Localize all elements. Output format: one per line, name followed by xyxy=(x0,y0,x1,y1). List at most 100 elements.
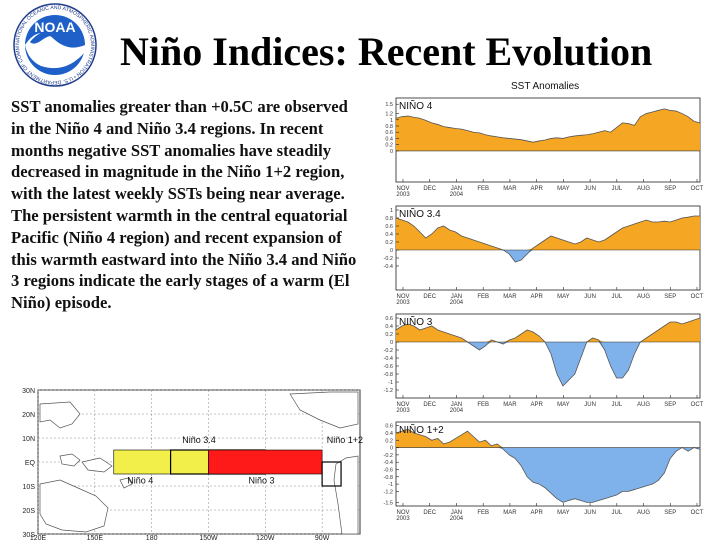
month-label: APR xyxy=(530,186,543,192)
month-label: AUG xyxy=(637,294,650,300)
month-label: JUL xyxy=(611,186,622,192)
map-landmasses xyxy=(39,391,359,535)
month-label: DEC xyxy=(423,510,436,516)
month-label: JUN xyxy=(584,294,596,300)
y-tick-label: -0.6 xyxy=(384,364,393,370)
panel-nio34: 1 0.8 0.6 0.4 0.2 0 -0.2 -0.4 NIÑO 3.4 NOV 2003 DEC… xyxy=(384,205,704,306)
logo-text: NOAA xyxy=(34,19,75,35)
month-label: FEB xyxy=(477,294,489,300)
y-tick-label: 0.8 xyxy=(385,124,393,130)
month-label: DEC xyxy=(423,402,436,408)
month-label: JUN xyxy=(584,510,596,516)
month-label: NOV 2003 xyxy=(396,402,410,414)
month-label: MAY xyxy=(557,402,570,408)
nino-regions-map: Niño 4 Niño 3.4 Niño 3 Niño 1+2 30N 20N 10N EQ… xyxy=(22,388,363,540)
y-tick-label: 0.6 xyxy=(385,316,393,322)
y-tick-label: 0.4 xyxy=(385,324,393,330)
region-label: Niño 4 xyxy=(127,476,153,486)
month-label: AUG xyxy=(637,186,650,192)
month-label: OCT xyxy=(691,186,704,192)
month-label: OCT xyxy=(691,294,704,300)
region-box-nio12 xyxy=(321,461,342,487)
month-label: SEP xyxy=(664,294,676,300)
lat-tick-label: 10N xyxy=(22,436,35,443)
y-tick-label: 0 xyxy=(390,248,393,254)
y-tick-label: -0.8 xyxy=(384,475,393,481)
y-tick-label: -1 xyxy=(388,482,393,488)
month-label: MAY xyxy=(557,186,570,192)
y-tick-label: 0.2 xyxy=(385,438,393,444)
month-label: MAR xyxy=(503,186,517,192)
y-tick-label: 0 xyxy=(390,340,393,346)
month-label: JUL xyxy=(611,294,622,300)
noaa-logo: NOAA NATIONAL OCEANIC AND ATMOSPHERIC AD… xyxy=(6,2,97,87)
month-label: MAY xyxy=(557,510,570,516)
month-label: JUL xyxy=(611,510,622,516)
month-label: OCT xyxy=(691,402,704,408)
lon-tick-label: 150W xyxy=(199,535,218,540)
y-tick-label: -1.5 xyxy=(384,500,393,506)
panel-nio3: 0.6 0.4 0.2 0 -0.2 -0.4 -0.6 -0.8 -1 -1.2 NIÑO 3 NO… xyxy=(384,313,704,414)
month-label: DEC xyxy=(423,186,436,192)
month-label: AUG xyxy=(637,402,650,408)
y-tick-label: -0.4 xyxy=(384,460,393,466)
lat-tick-label: 20N xyxy=(22,412,35,419)
region-label: Niño 3.4 xyxy=(182,435,216,445)
positive-anomaly-area xyxy=(396,318,700,342)
month-label: OCT xyxy=(691,510,704,516)
y-tick-label: -1.2 xyxy=(384,388,393,394)
region-box-nio4 xyxy=(113,449,209,475)
y-tick-label: 0.8 xyxy=(385,216,393,222)
anomaly-line xyxy=(395,428,701,503)
negative-anomaly-area xyxy=(396,447,700,503)
y-tick-label: -0.8 xyxy=(384,372,393,378)
lon-tick-label: 120W xyxy=(256,535,275,540)
y-tick-label: -0.2 xyxy=(384,348,393,354)
y-tick-label: 0.6 xyxy=(385,424,393,430)
lon-tick-label: 150E xyxy=(87,535,104,540)
panel-nio12: 0.60.40.2 0-0.2-0.4-0.6 -0.8-1-1.2 -1.5 NIÑO… xyxy=(384,421,704,522)
y-tick-label: 1.2 xyxy=(385,112,393,118)
positive-anomaly-area xyxy=(396,429,700,448)
y-tick-label: 1 xyxy=(390,208,393,214)
region-label: Niño 1+2 xyxy=(327,435,363,445)
y-tick-label: -1 xyxy=(388,380,393,386)
y-tick-label: 1 xyxy=(390,118,393,124)
y-tick-label: 0.6 xyxy=(385,130,393,136)
month-label: MAR xyxy=(503,510,517,516)
region-box-nio3 xyxy=(208,449,323,475)
y-tick-label: 0.2 xyxy=(385,332,393,338)
description-text: SST anomalies greater than +0.5C are obs… xyxy=(11,97,357,313)
anomaly-line xyxy=(395,108,701,143)
y-tick-label: 0.2 xyxy=(385,240,393,246)
positive-anomaly-area xyxy=(396,108,700,151)
y-tick-label: -0.4 xyxy=(384,264,393,270)
panel-label: NIÑO 3 xyxy=(399,315,433,328)
lat-tick-label: 30N xyxy=(22,388,35,395)
panel-label: NIÑO 3.4 xyxy=(399,207,441,220)
y-tick-label: 0 xyxy=(390,149,393,155)
month-label: MAR xyxy=(503,402,517,408)
anomaly-line xyxy=(395,215,700,263)
panel-nio4: 1.5 1.210.80.60.40.20 NIÑO 4 NOV 2003 DEC JAN 2… xyxy=(385,97,704,198)
chart-title: SST Anomalies xyxy=(511,81,579,92)
y-tick-label: 0.4 xyxy=(385,136,393,142)
y-tick-label: 0.4 xyxy=(385,232,393,238)
anomaly-line xyxy=(395,317,701,387)
panel-label: NIÑO 4 xyxy=(399,99,433,112)
month-label: NOV 2003 xyxy=(396,294,410,306)
month-label: JUN xyxy=(584,186,596,192)
month-label: FEB xyxy=(477,186,489,192)
lon-tick-label: 120E xyxy=(30,535,47,540)
month-label: JAN 2004 xyxy=(450,294,464,306)
month-label: JUN xyxy=(584,402,596,408)
y-tick-label: -0.2 xyxy=(384,453,393,459)
y-tick-label: 1.5 xyxy=(385,102,393,108)
month-label: SEP xyxy=(664,186,676,192)
month-label: NOV 2003 xyxy=(396,186,410,198)
month-label: FEB xyxy=(477,402,489,408)
panel-label: NIÑO 1+2 xyxy=(399,423,444,436)
month-label: FEB xyxy=(477,510,489,516)
y-tick-label: 0.4 xyxy=(385,431,393,437)
month-label: APR xyxy=(530,294,543,300)
